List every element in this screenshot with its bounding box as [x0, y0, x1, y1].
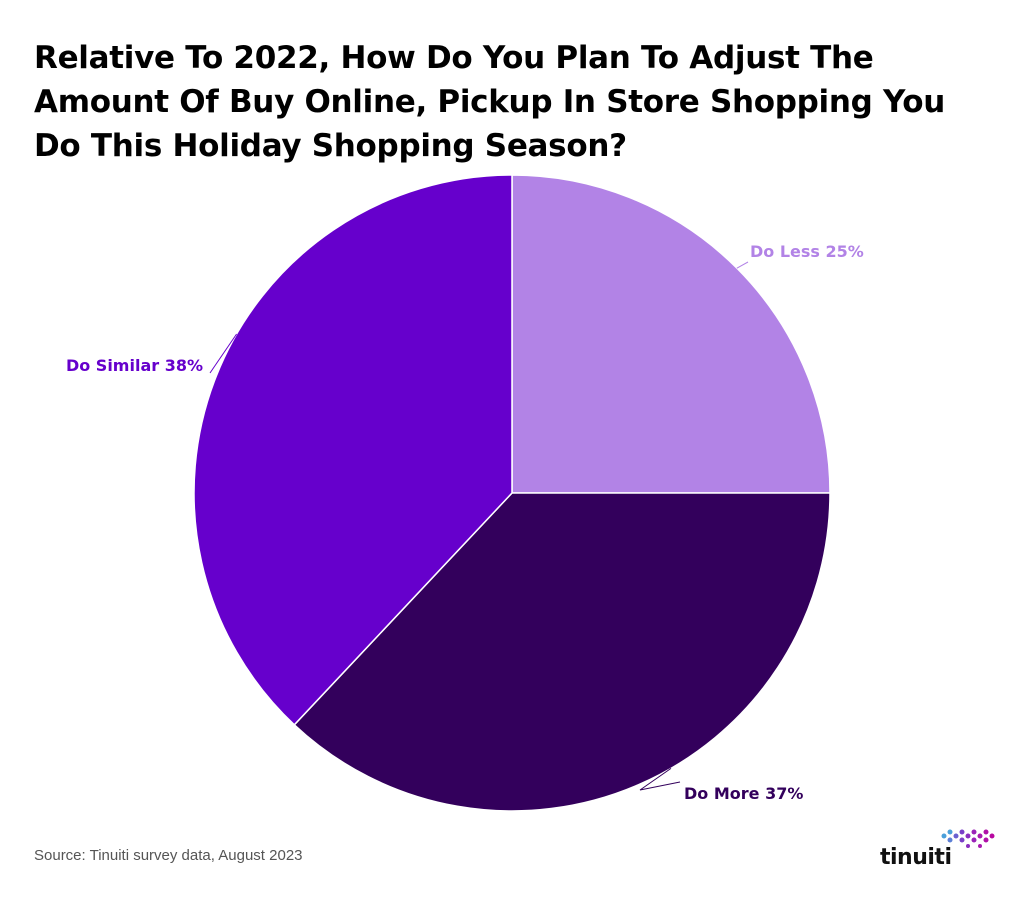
pie-slices [193, 174, 831, 812]
pie-slice-do-similar [193, 174, 513, 726]
slice-labels: Do Less 25% Do More 37% Do Similar 38% [66, 242, 864, 803]
slice-label-do-less: Do Less 25% [750, 242, 864, 261]
pie-slice-do-less [511, 174, 831, 494]
pie-slice-do-more [293, 492, 831, 812]
brand-logo: tinuiti [880, 826, 1000, 876]
source-note: Source: Tinuiti survey data, August 2023 [34, 847, 303, 864]
leader-line-do-similar [209, 333, 238, 374]
logo-text: tinuiti [880, 845, 952, 870]
leader-line-do-more [639, 767, 681, 791]
slice-label-do-similar: Do Similar 38% [66, 356, 203, 375]
chart-title: Relative To 2022, How Do You Plan To Adj… [34, 40, 946, 164]
slice-label-do-more: Do More 37% [684, 784, 803, 803]
leader-lines [209, 261, 749, 791]
tinuiti-dots-logo-icon [941, 829, 995, 848]
leader-line-do-less [736, 261, 749, 269]
